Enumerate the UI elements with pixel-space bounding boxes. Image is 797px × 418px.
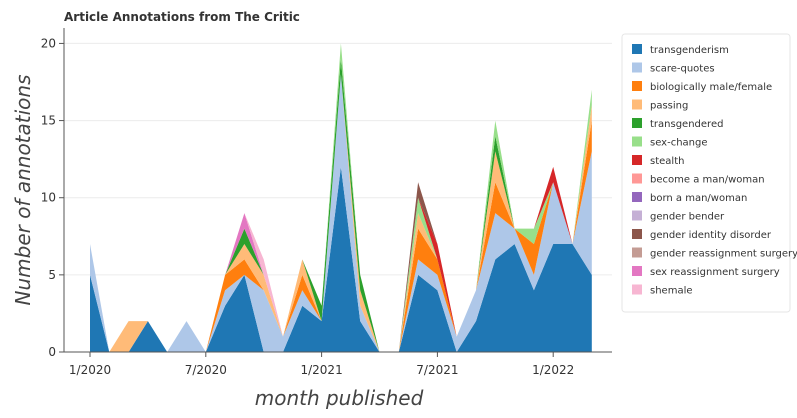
legend-label: transgenderism xyxy=(650,45,729,56)
legend-label: become a man/woman xyxy=(650,175,765,186)
area-series-passing xyxy=(90,74,592,353)
chart-title: Article Annotations from The Critic xyxy=(64,10,300,24)
legend-swatch xyxy=(632,62,642,73)
plot-area xyxy=(90,43,592,353)
legend-swatch xyxy=(632,173,642,184)
legend-swatch xyxy=(632,81,642,91)
area-series-transgenderism xyxy=(90,166,592,352)
legend-label: born a man/woman xyxy=(650,193,747,204)
x-axis-title: month published xyxy=(255,386,424,410)
x-tick-label: 1/2022 xyxy=(532,363,574,377)
axes: 0 5 10 15 20 1/2020 7/2020 1/2021 7/2021 1/2022 xyxy=(41,28,612,377)
x-tick-label: 7/2021 xyxy=(416,363,458,377)
legend-swatch xyxy=(632,284,642,295)
legend-label: shemale xyxy=(650,286,693,297)
legend-label: gender bender xyxy=(650,212,725,223)
legend-swatch xyxy=(632,44,642,54)
x-tick-label: 1/2020 xyxy=(69,363,111,377)
legend-swatch xyxy=(632,266,642,276)
legend-label: sex-change xyxy=(650,138,708,149)
y-tick-label: 0 xyxy=(48,345,56,359)
legend-box xyxy=(621,33,791,313)
legend-swatch xyxy=(632,192,642,202)
x-tick-label: 7/2020 xyxy=(185,363,227,377)
area-series-biologically-male-female xyxy=(90,74,592,353)
legend-swatch xyxy=(632,210,642,221)
legend-swatch xyxy=(632,229,642,239)
x-tick-label: 1/2021 xyxy=(300,363,342,377)
legend-label: passing xyxy=(650,101,688,112)
legend-swatch xyxy=(632,247,642,258)
legend-label: gender reassignment surgery xyxy=(650,249,797,260)
y-axis-title: Number of annotations xyxy=(11,74,35,305)
legend: transgenderism scare-quotes biologically m… xyxy=(621,33,797,313)
legend-swatch xyxy=(632,99,642,110)
y-tick-label: 15 xyxy=(41,114,56,128)
legend-label: transgendered xyxy=(650,119,723,130)
legend-swatch xyxy=(632,136,642,147)
legend-swatch xyxy=(632,155,642,165)
legend-label: sex reassignment surgery xyxy=(650,267,780,278)
legend-label: stealth xyxy=(650,156,684,167)
legend-label: gender identity disorder xyxy=(650,230,772,241)
area-series-scare-quotes xyxy=(90,74,592,353)
legend-swatch xyxy=(632,118,642,128)
legend-label: scare-quotes xyxy=(650,64,715,75)
y-tick-label: 20 xyxy=(41,36,56,50)
legend-label: biologically male/female xyxy=(650,82,772,93)
y-tick-label: 10 xyxy=(41,191,56,205)
y-tick-label: 5 xyxy=(48,268,56,282)
